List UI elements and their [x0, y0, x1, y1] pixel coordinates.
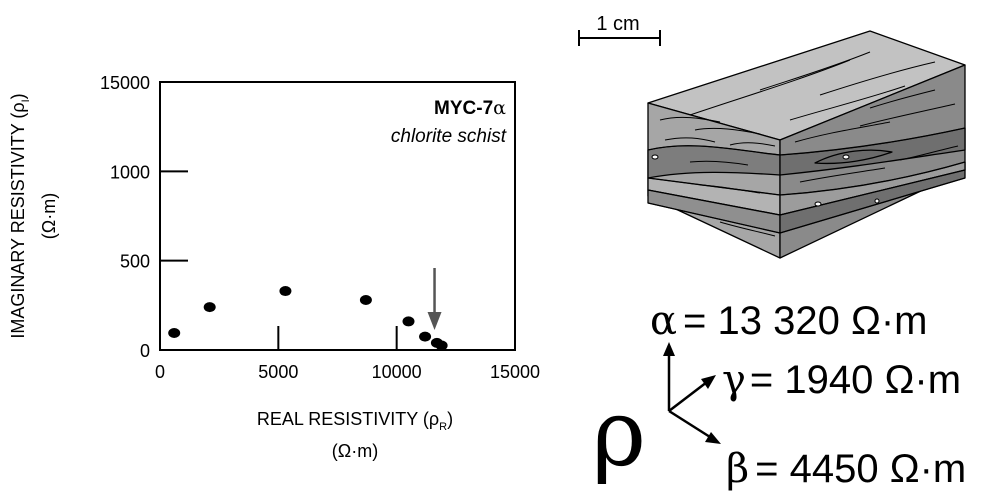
scatter-plot: 0 500 1000 15000 0 5000 10000 15000 MYC-7α chl…	[8, 73, 540, 461]
x-tick-label: 5000	[258, 362, 298, 382]
beta-symbol: β	[726, 446, 749, 492]
beta-value: β = 4450 Ω·m	[726, 446, 966, 492]
y-axis-ticks: 0 500 1000 15000	[100, 73, 188, 361]
data-point	[435, 340, 448, 351]
y-tick-label: 15000	[100, 73, 150, 93]
x-tick-label: 15000	[490, 362, 540, 382]
gamma-value: γ = 1940 Ω·m	[722, 357, 961, 403]
rho-symbol: ρ	[592, 380, 646, 487]
data-point	[168, 328, 181, 339]
indicator-arrow-head	[427, 312, 442, 330]
data-point	[203, 302, 216, 313]
data-point	[402, 316, 415, 327]
x-axis-sub: R	[439, 421, 447, 433]
y-axis-sub: I	[20, 99, 32, 102]
alpha-symbol: α	[650, 298, 677, 344]
data-points	[168, 286, 448, 351]
anisotropy-diagram: ρ α = 13 320 Ω·m γ = 1940 Ω·m β = 4450 Ω·m	[592, 298, 966, 492]
rock-sample-block	[647, 30, 966, 259]
indicator-arrow	[427, 268, 442, 330]
alpha-value: α = 13 320 Ω·m	[650, 298, 928, 344]
x-tick-label: 0	[155, 362, 165, 382]
y-tick-label: 500	[120, 252, 150, 272]
x-axis-title: REAL RESISTIVITY (ρR)	[257, 409, 453, 433]
scale-bar: 1 cm	[578, 13, 661, 46]
sample-label: MYC-7α	[434, 97, 506, 119]
x-tick-label: 10000	[372, 362, 422, 382]
gamma-symbol: γ	[722, 357, 746, 403]
data-point	[419, 331, 432, 342]
y-tick-label: 1000	[110, 162, 150, 182]
x-axis-unit: (Ω·m)	[332, 441, 378, 461]
data-point	[359, 294, 372, 305]
rock-type-label: chlorite schist	[391, 126, 507, 147]
y-axis-unit: (Ω·m)	[39, 193, 59, 239]
plot-frame	[159, 81, 516, 351]
scale-bar-label: 1 cm	[596, 13, 639, 35]
y-axis-title: IMAGINARY RESISTIVITY (ρI)	[8, 93, 32, 338]
y-tick-label: 0	[140, 341, 150, 361]
sample-suffix: α	[493, 97, 506, 119]
x-axis-ticks: 0 5000 10000 15000	[155, 326, 540, 382]
data-point	[279, 286, 292, 297]
